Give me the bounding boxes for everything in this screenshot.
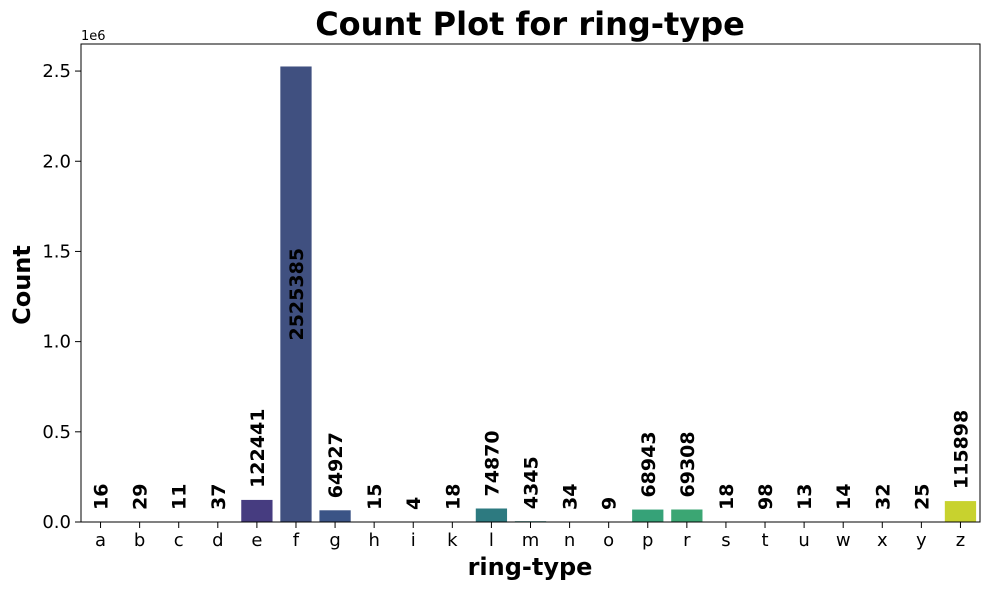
plot-frame bbox=[81, 44, 980, 522]
data-label-s: 18 bbox=[716, 484, 738, 510]
bar-p bbox=[632, 510, 663, 522]
x-tick-label-y: y bbox=[916, 530, 927, 551]
x-tick-label-u: u bbox=[798, 530, 809, 551]
y-axis-offset-label: 1e6 bbox=[81, 29, 106, 44]
data-label-l: 74870 bbox=[481, 430, 503, 496]
data-label-c: 11 bbox=[169, 484, 191, 510]
x-tick-label-e: e bbox=[251, 530, 262, 551]
data-label-f: 2525385 bbox=[286, 248, 308, 341]
y-axis-label: Count bbox=[8, 245, 36, 325]
bar-r bbox=[671, 510, 702, 523]
data-label-d: 37 bbox=[208, 484, 230, 510]
chart-title: Count Plot for ring-type bbox=[315, 5, 745, 43]
x-tick-label-w: w bbox=[836, 530, 851, 551]
x-tick-label-h: h bbox=[368, 530, 379, 551]
x-tick-label-d: d bbox=[212, 530, 223, 551]
data-label-w: 14 bbox=[833, 484, 855, 510]
data-label-t: 98 bbox=[755, 484, 777, 510]
data-label-k: 18 bbox=[442, 484, 464, 510]
x-tick-label-k: k bbox=[447, 530, 458, 551]
axes-layer: a b c d e f g h i k l m n o p r s t u w x y z 0.0 0.5 1.0 1.5 2.0 2.… bbox=[42, 44, 980, 551]
x-tick-label-x: x bbox=[877, 530, 888, 551]
bar-l bbox=[476, 509, 507, 523]
x-tick-label-g: g bbox=[329, 530, 340, 551]
data-label-p: 68943 bbox=[638, 431, 660, 497]
x-axis-label: ring-type bbox=[468, 553, 593, 581]
x-tick-label-s: s bbox=[721, 530, 730, 551]
data-label-m: 4345 bbox=[521, 456, 543, 509]
data-label-r: 69308 bbox=[677, 431, 699, 497]
x-tick-label-m: m bbox=[522, 530, 540, 551]
data-label-i: 4 bbox=[403, 497, 425, 510]
data-label-b: 29 bbox=[130, 484, 152, 510]
data-label-x: 32 bbox=[872, 484, 894, 510]
data-label-e: 122441 bbox=[247, 409, 269, 488]
x-tick-label-t: t bbox=[761, 530, 768, 551]
data-label-u: 13 bbox=[794, 484, 816, 510]
x-tick-label-r: r bbox=[683, 530, 691, 551]
x-tick-label-i: i bbox=[411, 530, 416, 551]
x-tick-label-b: b bbox=[134, 530, 145, 551]
data-label-z: 115898 bbox=[950, 410, 972, 489]
x-tick-label-z: z bbox=[956, 530, 965, 551]
x-tick-label-c: c bbox=[174, 530, 184, 551]
data-label-n: 34 bbox=[560, 484, 582, 510]
y-tick-label: 2.0 bbox=[42, 151, 71, 172]
x-tick-label-f: f bbox=[293, 530, 300, 551]
y-tick-label: 1.5 bbox=[42, 241, 71, 262]
bar-g bbox=[319, 510, 350, 522]
bar-z bbox=[945, 501, 976, 522]
y-tick-label: 2.5 bbox=[42, 61, 71, 82]
data-label-h: 15 bbox=[364, 484, 386, 510]
y-tick-label: 0.5 bbox=[42, 422, 71, 443]
x-tick-label-n: n bbox=[564, 530, 575, 551]
x-tick-label-a: a bbox=[95, 530, 106, 551]
x-tick-label-o: o bbox=[603, 530, 614, 551]
x-tick-label-l: l bbox=[489, 530, 494, 551]
y-tick-label: 1.0 bbox=[42, 332, 71, 353]
bar-e bbox=[241, 500, 272, 522]
data-label-y: 25 bbox=[911, 484, 933, 510]
data-labels-layer: 16 29 11 37 122441 2525385 64927 15 4 18 74870 4345… bbox=[91, 248, 973, 510]
data-label-g: 64927 bbox=[325, 432, 347, 498]
data-label-a: 16 bbox=[91, 484, 113, 510]
x-tick-label-p: p bbox=[642, 530, 653, 551]
y-tick-label: 0.0 bbox=[42, 512, 71, 533]
data-label-o: 9 bbox=[599, 497, 621, 510]
